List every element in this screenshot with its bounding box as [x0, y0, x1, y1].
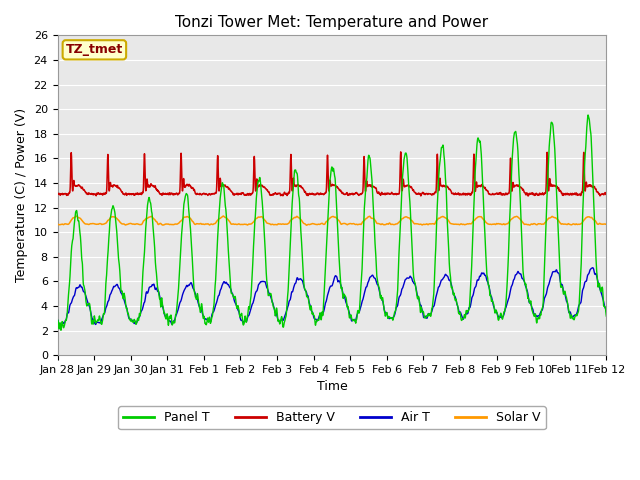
Text: TZ_tmet: TZ_tmet: [66, 43, 123, 56]
Title: Tonzi Tower Met: Temperature and Power: Tonzi Tower Met: Temperature and Power: [175, 15, 488, 30]
Legend: Panel T, Battery V, Air T, Solar V: Panel T, Battery V, Air T, Solar V: [118, 406, 546, 429]
X-axis label: Time: Time: [317, 381, 348, 394]
Y-axis label: Temperature (C) / Power (V): Temperature (C) / Power (V): [15, 108, 28, 282]
